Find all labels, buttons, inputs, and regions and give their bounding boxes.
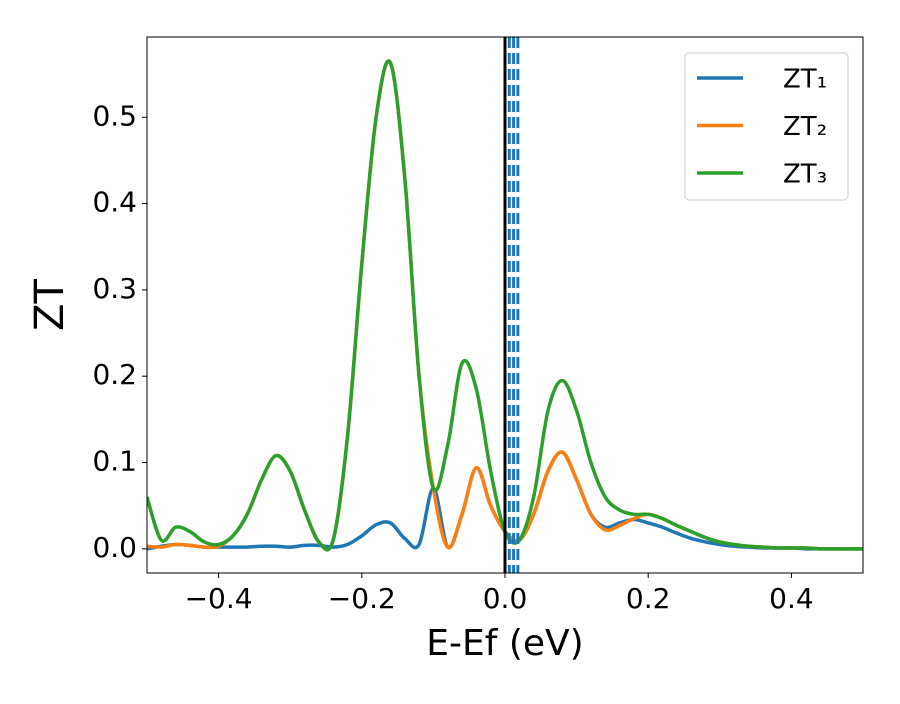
legend-box xyxy=(684,52,849,201)
y-tick-label: 0.2 xyxy=(92,358,137,391)
y-tick-label: 0.5 xyxy=(92,99,137,132)
legend-label: ZT₃ xyxy=(783,160,827,190)
x-tick-label: 0.0 xyxy=(483,582,528,615)
legend-label: ZT₁ xyxy=(783,65,827,95)
y-tick-label: 0.3 xyxy=(92,272,137,305)
x-tick-label: −0.2 xyxy=(328,582,396,615)
y-tick-label: 0.4 xyxy=(92,186,137,219)
x-tick-label: −0.4 xyxy=(185,582,253,615)
legend-label: ZT₂ xyxy=(783,112,827,142)
x-tick-label: 0.2 xyxy=(626,582,671,615)
x-axis-label: E-Ef (eV) xyxy=(426,623,583,664)
plot-frame xyxy=(146,36,864,574)
y-tick-label: 0.0 xyxy=(92,531,137,564)
y-tick-label: 0.1 xyxy=(92,445,137,478)
x-tick-label: 0.4 xyxy=(769,582,814,615)
y-axis-label: ZT xyxy=(27,279,73,331)
series-line xyxy=(147,59,863,552)
